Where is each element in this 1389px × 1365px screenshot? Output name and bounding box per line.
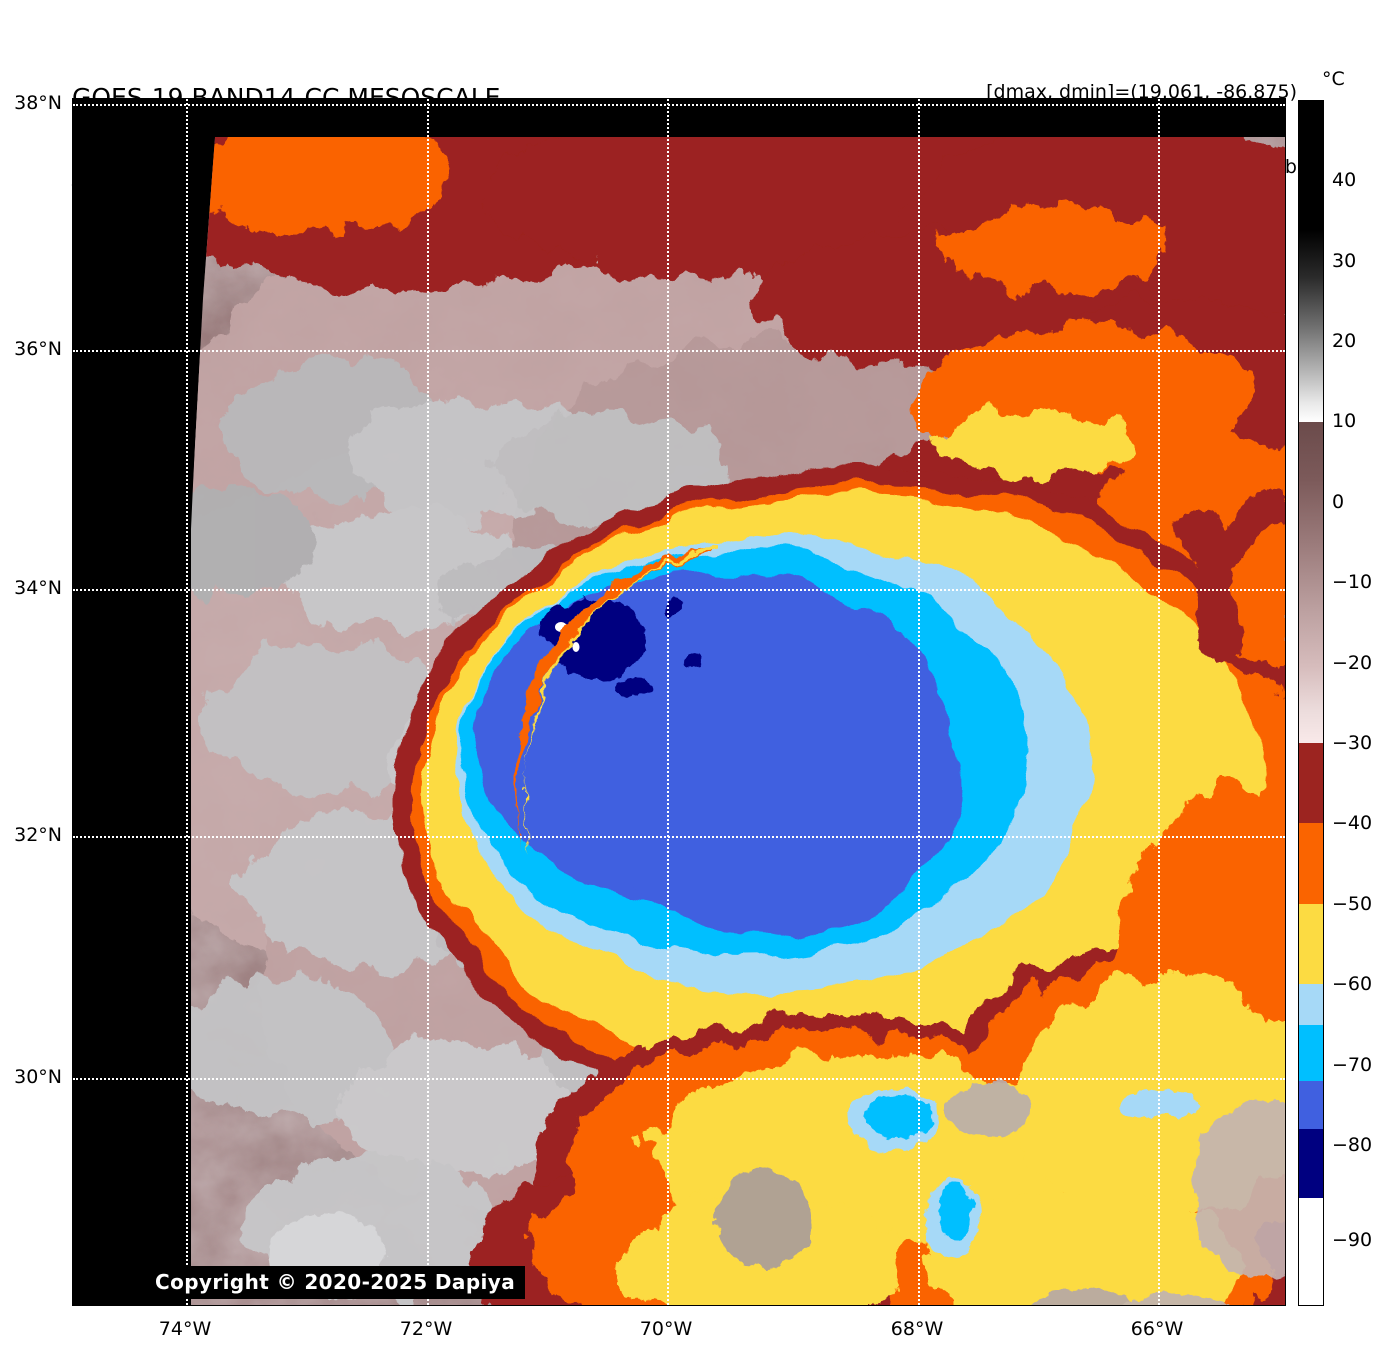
ytick-label-36n: 36°N: [14, 338, 62, 360]
cbar-tick-40: 40: [1332, 169, 1357, 191]
cbar-tick-10: 10: [1332, 410, 1357, 432]
satellite-map-plot[interactable]: Copyright © 2020-2025 Dapiya: [72, 98, 1286, 1306]
cbar-tick-30: 30: [1332, 250, 1357, 272]
colorbar-unit-label: °C: [1322, 68, 1345, 90]
cbar-tick-m80: −80: [1332, 1134, 1373, 1156]
cbar-tick-m90: −90: [1332, 1229, 1373, 1251]
ytick-label-34n: 34°N: [14, 577, 62, 599]
cbar-tick-m10: −10: [1332, 571, 1373, 593]
cbar-tick-0: 0: [1332, 491, 1345, 513]
temperature-colorbar[interactable]: [1298, 100, 1324, 1306]
metadata-dmax-dmin: [dmax, dmin]=(19.061, -86.875): [986, 81, 1297, 103]
cbar-tick-m30: −30: [1332, 732, 1373, 754]
colorbar-gradient: [1299, 101, 1323, 1305]
ytick-label-38n: 38°N: [14, 92, 62, 114]
xtick-label-74w: 74°W: [158, 1318, 212, 1340]
copyright-notice: Copyright © 2020-2025 Dapiya: [145, 1266, 526, 1299]
ytick-label-30n: 30°N: [14, 1066, 62, 1088]
xtick-label-66w: 66°W: [1130, 1318, 1184, 1340]
cbar-tick-20: 20: [1332, 330, 1357, 352]
cbar-tick-m40: −40: [1332, 812, 1373, 834]
cbar-tick-m20: −20: [1332, 652, 1373, 674]
cbar-tick-m50: −50: [1332, 893, 1373, 915]
cbar-tick-m60: −60: [1332, 973, 1373, 995]
ytick-label-32n: 32°N: [14, 824, 62, 846]
xtick-label-70w: 70°W: [639, 1318, 693, 1340]
xtick-label-72w: 72°W: [399, 1318, 453, 1340]
cbar-tick-m70: −70: [1332, 1054, 1373, 1076]
satellite-imagery: [73, 99, 1285, 1305]
xtick-label-68w: 68°W: [890, 1318, 944, 1340]
